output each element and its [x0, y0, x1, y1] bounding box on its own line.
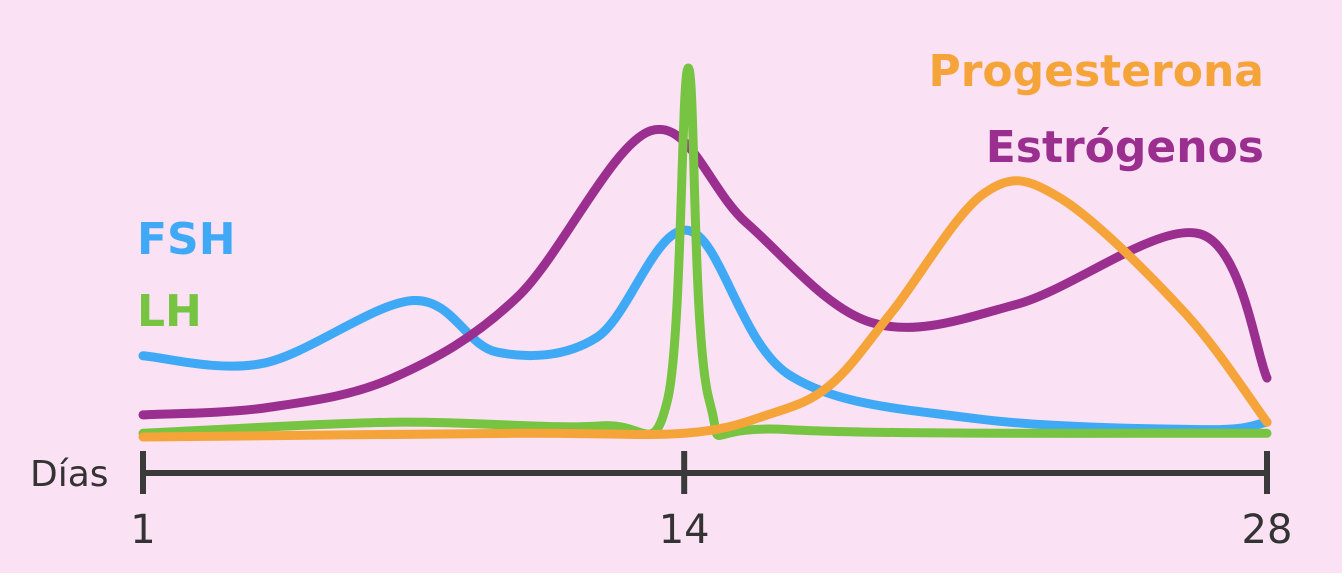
series-line-progesterona [138, 176, 1272, 442]
series-line-fsh [138, 225, 1272, 435]
legend-label-fsh: FSH [137, 214, 236, 265]
x-tick-label-14: 14 [659, 507, 710, 553]
x-axis: Días 1 14 28 [30, 451, 1292, 553]
series-line-estrogenos [138, 124, 1272, 420]
series-layer [138, 63, 1272, 442]
legend-label-lh: LH [137, 286, 202, 337]
series-line-lh [138, 63, 1272, 440]
legend: FSH LH Estrógenos Progesterona [137, 46, 1264, 337]
legend-label-estrogenos: Estrógenos [986, 122, 1264, 173]
x-tick-label-1: 1 [130, 507, 155, 553]
x-tick-label-28: 28 [1242, 507, 1293, 553]
x-axis-title: Días [30, 454, 109, 495]
legend-label-progesterona: Progesterona [928, 46, 1264, 97]
